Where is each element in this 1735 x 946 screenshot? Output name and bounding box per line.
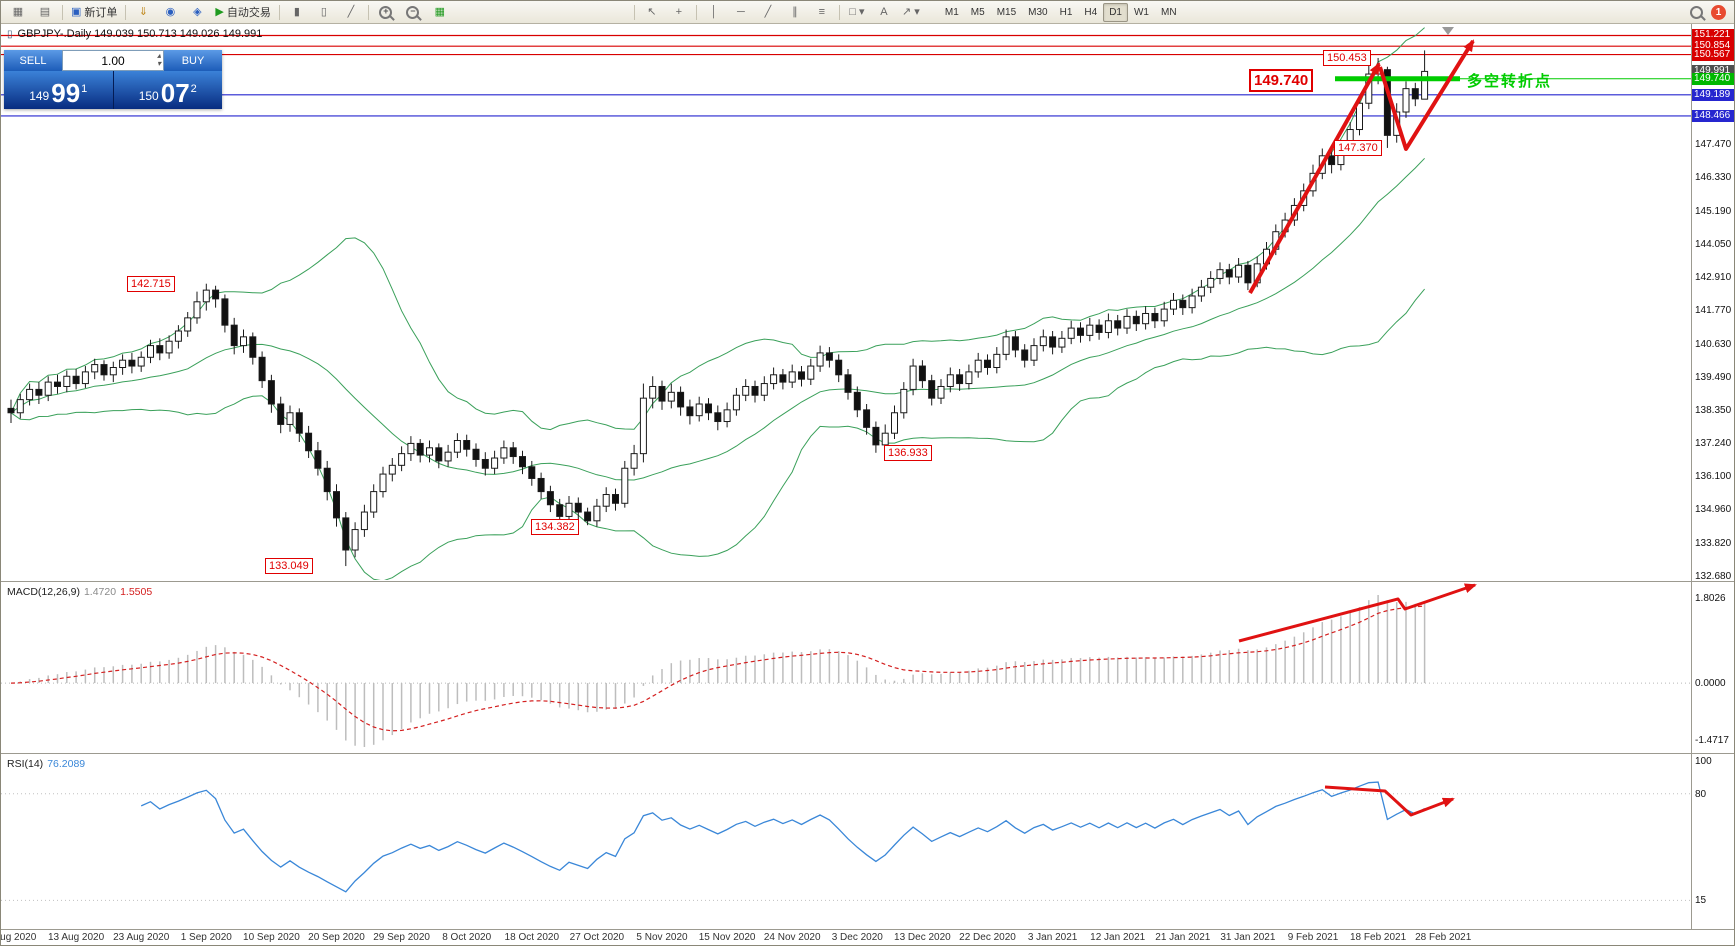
notification-badge[interactable]: 1 <box>1711 4 1726 20</box>
data-window-icon: ◈ <box>193 5 202 18</box>
trendline-icon: ╱ <box>764 5 772 18</box>
sell-button[interactable]: SELL <box>4 50 62 71</box>
profiles-button[interactable]: ▤ <box>32 2 58 22</box>
zoom-in-icon: + <box>379 5 393 19</box>
candlestick-button[interactable]: ▯ <box>311 2 337 22</box>
timeframe-h1-button[interactable]: H1 <box>1059 6 1073 18</box>
timeframe-w1-button[interactable]: W1 <box>1133 6 1149 18</box>
bid-main: 149 <box>29 89 50 103</box>
lot-size-field[interactable]: 1.00 ▴ ▾ <box>62 50 164 71</box>
text-tool-button[interactable]: A <box>871 2 897 22</box>
chevron-down-icon: ▾ <box>914 5 920 18</box>
ask-pips: 07 <box>160 78 190 108</box>
new-order-label: 新订单 <box>84 7 118 19</box>
crosshair-tool-button[interactable]: + <box>666 2 692 22</box>
toolbar-separator <box>278 4 280 20</box>
bar-chart-button[interactable]: ▮ <box>284 2 310 22</box>
candlestick-icon: ▯ <box>320 5 327 18</box>
toolbar-right: 1 <box>1690 4 1730 20</box>
tile-windows-button[interactable]: ▦ <box>427 2 453 22</box>
shapes-icon: □ <box>849 5 856 18</box>
bid-pips: 99 <box>51 78 81 108</box>
vertical-line-icon: │ <box>710 5 718 18</box>
bid-price-panel[interactable]: 149 99 1 <box>4 71 114 109</box>
play-icon: ▶ <box>215 5 224 18</box>
arrow-tool-icon: ↗ <box>902 5 912 18</box>
timeframe-mn-button[interactable]: MN <box>1160 6 1177 18</box>
buy-button[interactable]: BUY <box>164 50 222 71</box>
horizontal-line-tool-button[interactable]: ─ <box>728 2 754 22</box>
lot-stepper[interactable]: ▴ ▾ <box>157 52 161 68</box>
vertical-line-tool-button[interactable]: │ <box>701 2 727 22</box>
channel-tool-button[interactable]: ∥ <box>782 2 808 22</box>
toolbar: ▦ ▤ ▣ 新订单 ⇓ ◉ ◈ ▶ 自动交易 ▮ ▯ ╱ + − ▦ ↖ + │… <box>1 1 1734 24</box>
new-order-icon: ▣ <box>71 5 82 18</box>
accounts-icon: ◉ <box>165 5 176 18</box>
data-window-button[interactable]: ◈ <box>184 2 210 22</box>
timeframe-m5-button[interactable]: M5 <box>970 6 985 18</box>
new-order-button[interactable]: ▣ 新订单 <box>67 2 121 22</box>
toolbar-separator <box>62 4 63 20</box>
chevron-down-icon: ▾ <box>858 5 865 18</box>
line-chart-icon: ╱ <box>347 5 355 18</box>
timeframe-m30-button[interactable]: M30 <box>1028 6 1048 18</box>
bid-frac: 1 <box>81 83 88 95</box>
zoom-out-button[interactable]: − <box>400 2 426 22</box>
horizontal-line-icon: ─ <box>736 5 745 18</box>
cursor-icon: ↖ <box>647 5 657 18</box>
shapes-tool-button[interactable]: □ ▾ <box>844 2 870 22</box>
auto-trading-button[interactable]: ▶ 自动交易 <box>211 2 274 22</box>
fibonacci-tool-button[interactable]: ≡ <box>809 2 835 22</box>
fibonacci-icon: ≡ <box>818 5 826 18</box>
new-chart-button[interactable]: ▦ <box>5 2 31 22</box>
timeframe-d1-button[interactable]: D1 <box>1103 2 1128 22</box>
toolbar-separator <box>125 4 127 20</box>
refresh-button[interactable]: ⇓ <box>130 2 156 22</box>
ask-price-panel[interactable]: 150 07 2 <box>113 71 222 109</box>
text-tool-icon: A <box>880 5 888 18</box>
timeframe-m15-button[interactable]: M15 <box>996 6 1017 18</box>
chart-icon: ▦ <box>12 5 24 18</box>
toolbar-separator <box>367 4 369 20</box>
trendline-tool-button[interactable]: ╱ <box>755 2 781 22</box>
refresh-icon: ⇓ <box>138 5 149 18</box>
ask-frac: 2 <box>190 83 197 95</box>
crosshair-icon: + <box>675 5 683 18</box>
line-chart-button[interactable]: ╱ <box>338 2 364 22</box>
timeframe-m1-button[interactable]: M1 <box>944 6 959 18</box>
bar-chart-icon: ▮ <box>293 5 300 18</box>
lot-size-value: 1.00 <box>101 53 125 68</box>
search-icon[interactable] <box>1690 5 1703 19</box>
zoom-out-icon: − <box>406 5 420 19</box>
timeframe-toolbar: M1 M5 M15 M30 H1 H4 D1 W1 MN <box>939 2 1183 22</box>
accounts-button[interactable]: ◉ <box>157 2 183 22</box>
channel-icon: ∥ <box>792 5 798 18</box>
ask-main: 150 <box>138 89 159 103</box>
lot-increase-icon[interactable]: ▴ <box>156 51 161 60</box>
toolbar-separator <box>838 4 840 20</box>
zoom-in-button[interactable]: + <box>373 2 399 22</box>
lot-decrease-icon[interactable]: ▾ <box>156 59 161 68</box>
tile-windows-icon: ▦ <box>434 5 446 18</box>
toolbar-separator <box>695 4 697 20</box>
cursor-tool-button[interactable]: ↖ <box>639 2 665 22</box>
one-click-trading-widget: SELL 1.00 ▴ ▾ BUY 149 99 1 150 07 2 <box>4 50 222 109</box>
arrows-tool-button[interactable]: ↗ ▾ <box>898 2 924 22</box>
auto-trading-label: 自动交易 <box>226 7 271 19</box>
template-icon: ▤ <box>39 5 51 18</box>
toolbar-separator <box>633 4 635 20</box>
timeframe-h4-button[interactable]: H4 <box>1084 6 1098 18</box>
